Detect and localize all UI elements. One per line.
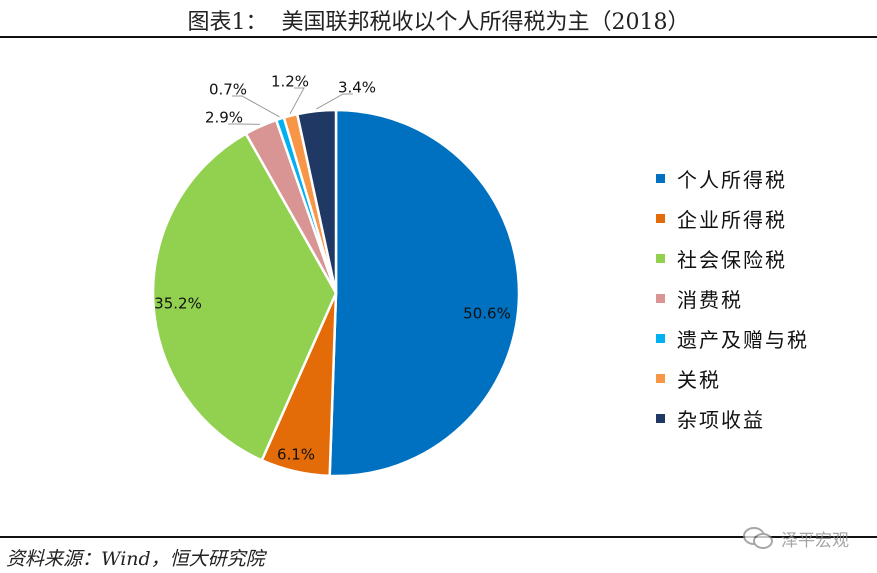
leader-line (316, 93, 353, 110)
legend-swatch (656, 173, 665, 183)
title-rule (0, 36, 877, 38)
legend-swatch (656, 293, 665, 303)
legend-swatch (656, 253, 665, 263)
slice-data-label: 3.4% (338, 79, 376, 97)
leader-line (232, 95, 280, 118)
legend-label: 杂项收益 (677, 407, 765, 432)
legend-swatch (656, 213, 665, 223)
slice-data-label: 1.2% (271, 73, 309, 91)
legend-item: 关税 (656, 358, 871, 398)
legend-label: 个人所得税 (677, 167, 787, 192)
legend-label: 企业所得税 (677, 207, 787, 232)
source-rule (0, 536, 877, 538)
watermark-text: 泽平宏观 (781, 530, 849, 551)
slice-data-label: 2.9% (205, 109, 243, 127)
pie-slice (151, 132, 338, 462)
legend-label: 消费税 (677, 287, 743, 312)
legend-item: 企业所得税 (656, 198, 871, 238)
slice-data-label: 0.7% (209, 81, 247, 99)
legend-swatch (656, 413, 665, 423)
pie-slice (328, 108, 521, 478)
pie-slice (295, 108, 338, 294)
slice-data-label: 50.6% (463, 305, 511, 323)
slice-data-label: 35.2% (154, 295, 202, 313)
legend-item: 个人所得税 (656, 158, 871, 198)
wechat-icon (743, 527, 773, 549)
chart-legend: 个人所得税企业所得税社会保险税消费税遗产及赠与税 关税杂项收益 (656, 158, 871, 438)
legend-item: 消费税 (656, 278, 871, 318)
legend-item: 遗产及赠与税 (656, 318, 871, 358)
legend-label: 关税 (677, 367, 721, 392)
legend-label: 社会保险税 (677, 247, 787, 272)
legend-item: 杂项收益 (656, 398, 871, 438)
slice-data-label: 6.1% (277, 446, 315, 464)
legend-swatch (656, 333, 665, 343)
legend-swatch (656, 373, 665, 383)
source-note: 资料来源：Wind，恒大研究院 (6, 548, 265, 570)
legend-item: 社会保险税 (656, 238, 871, 278)
leader-line (289, 87, 305, 115)
watermark: 泽平宏观 (743, 525, 849, 551)
legend-label: 遗产及赠与税 (677, 327, 809, 352)
chart-title: 图表1： 美国联邦税收以个人所得税为主（2018） (187, 10, 690, 35)
